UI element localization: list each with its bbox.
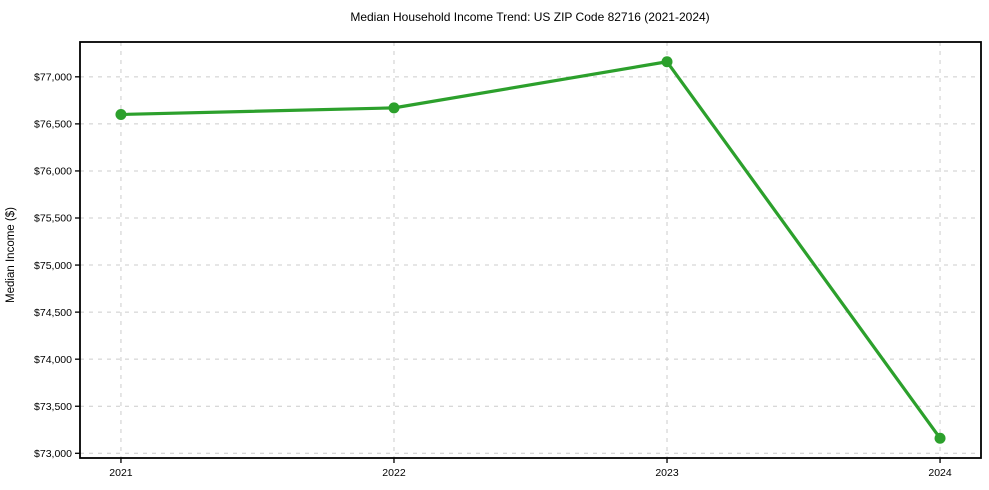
chart-title: Median Household Income Trend: US ZIP Co…: [350, 10, 709, 24]
y-tick-label: $73,000: [34, 448, 72, 460]
y-tick-label: $75,500: [34, 213, 72, 225]
y-tick-label: $74,000: [34, 354, 72, 366]
data-point-2021: [115, 108, 127, 120]
y-axis-title: Median Income ($): [5, 207, 17, 303]
grid: [80, 42, 981, 458]
plot-area: [80, 42, 981, 458]
data-point-2024: [934, 432, 946, 444]
x-tick-label: 2022: [382, 467, 406, 479]
x-tick-label: 2023: [655, 467, 679, 479]
data-point-2023: [661, 56, 673, 68]
axis-ticks: [75, 76, 941, 463]
x-tick-label: 2021: [109, 467, 133, 479]
y-tick-label: $77,000: [34, 72, 72, 84]
y-tick-label: $75,000: [34, 260, 72, 272]
axes-spine-box: [79, 41, 982, 459]
y-tick-label: $76,000: [34, 166, 72, 178]
y-tick-label: $73,500: [34, 401, 72, 413]
axis-tick-labels: $73,000 $73,500 $74,000 $74,500 $75,000 $75,5…: [34, 72, 952, 479]
trend-line: [119, 60, 942, 440]
y-tick-label: $76,500: [34, 119, 72, 131]
data-point-2022: [388, 102, 400, 114]
x-tick-label: 2024: [928, 467, 952, 479]
series-layer: [115, 56, 946, 444]
y-tick-label: $74,500: [34, 307, 72, 319]
